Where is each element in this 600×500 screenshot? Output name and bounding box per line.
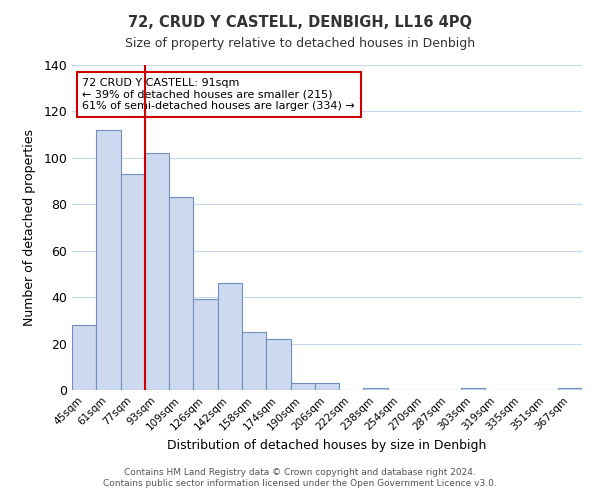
Bar xyxy=(558,388,582,390)
Text: Size of property relative to detached houses in Denbigh: Size of property relative to detached ho… xyxy=(125,38,475,51)
Bar xyxy=(242,332,266,390)
Bar xyxy=(364,388,388,390)
Bar xyxy=(266,339,290,390)
Bar xyxy=(96,130,121,390)
Text: Contains HM Land Registry data © Crown copyright and database right 2024.
Contai: Contains HM Land Registry data © Crown c… xyxy=(103,468,497,487)
Bar xyxy=(145,153,169,390)
Text: 72, CRUD Y CASTELL, DENBIGH, LL16 4PQ: 72, CRUD Y CASTELL, DENBIGH, LL16 4PQ xyxy=(128,15,472,30)
X-axis label: Distribution of detached houses by size in Denbigh: Distribution of detached houses by size … xyxy=(167,438,487,452)
Text: 72 CRUD Y CASTELL: 91sqm
← 39% of detached houses are smaller (215)
61% of semi-: 72 CRUD Y CASTELL: 91sqm ← 39% of detach… xyxy=(82,78,355,111)
Bar xyxy=(315,383,339,390)
Y-axis label: Number of detached properties: Number of detached properties xyxy=(23,129,37,326)
Bar xyxy=(290,383,315,390)
Bar xyxy=(218,283,242,390)
Bar xyxy=(193,300,218,390)
Bar xyxy=(169,198,193,390)
Bar xyxy=(72,325,96,390)
Bar xyxy=(461,388,485,390)
Bar xyxy=(121,174,145,390)
